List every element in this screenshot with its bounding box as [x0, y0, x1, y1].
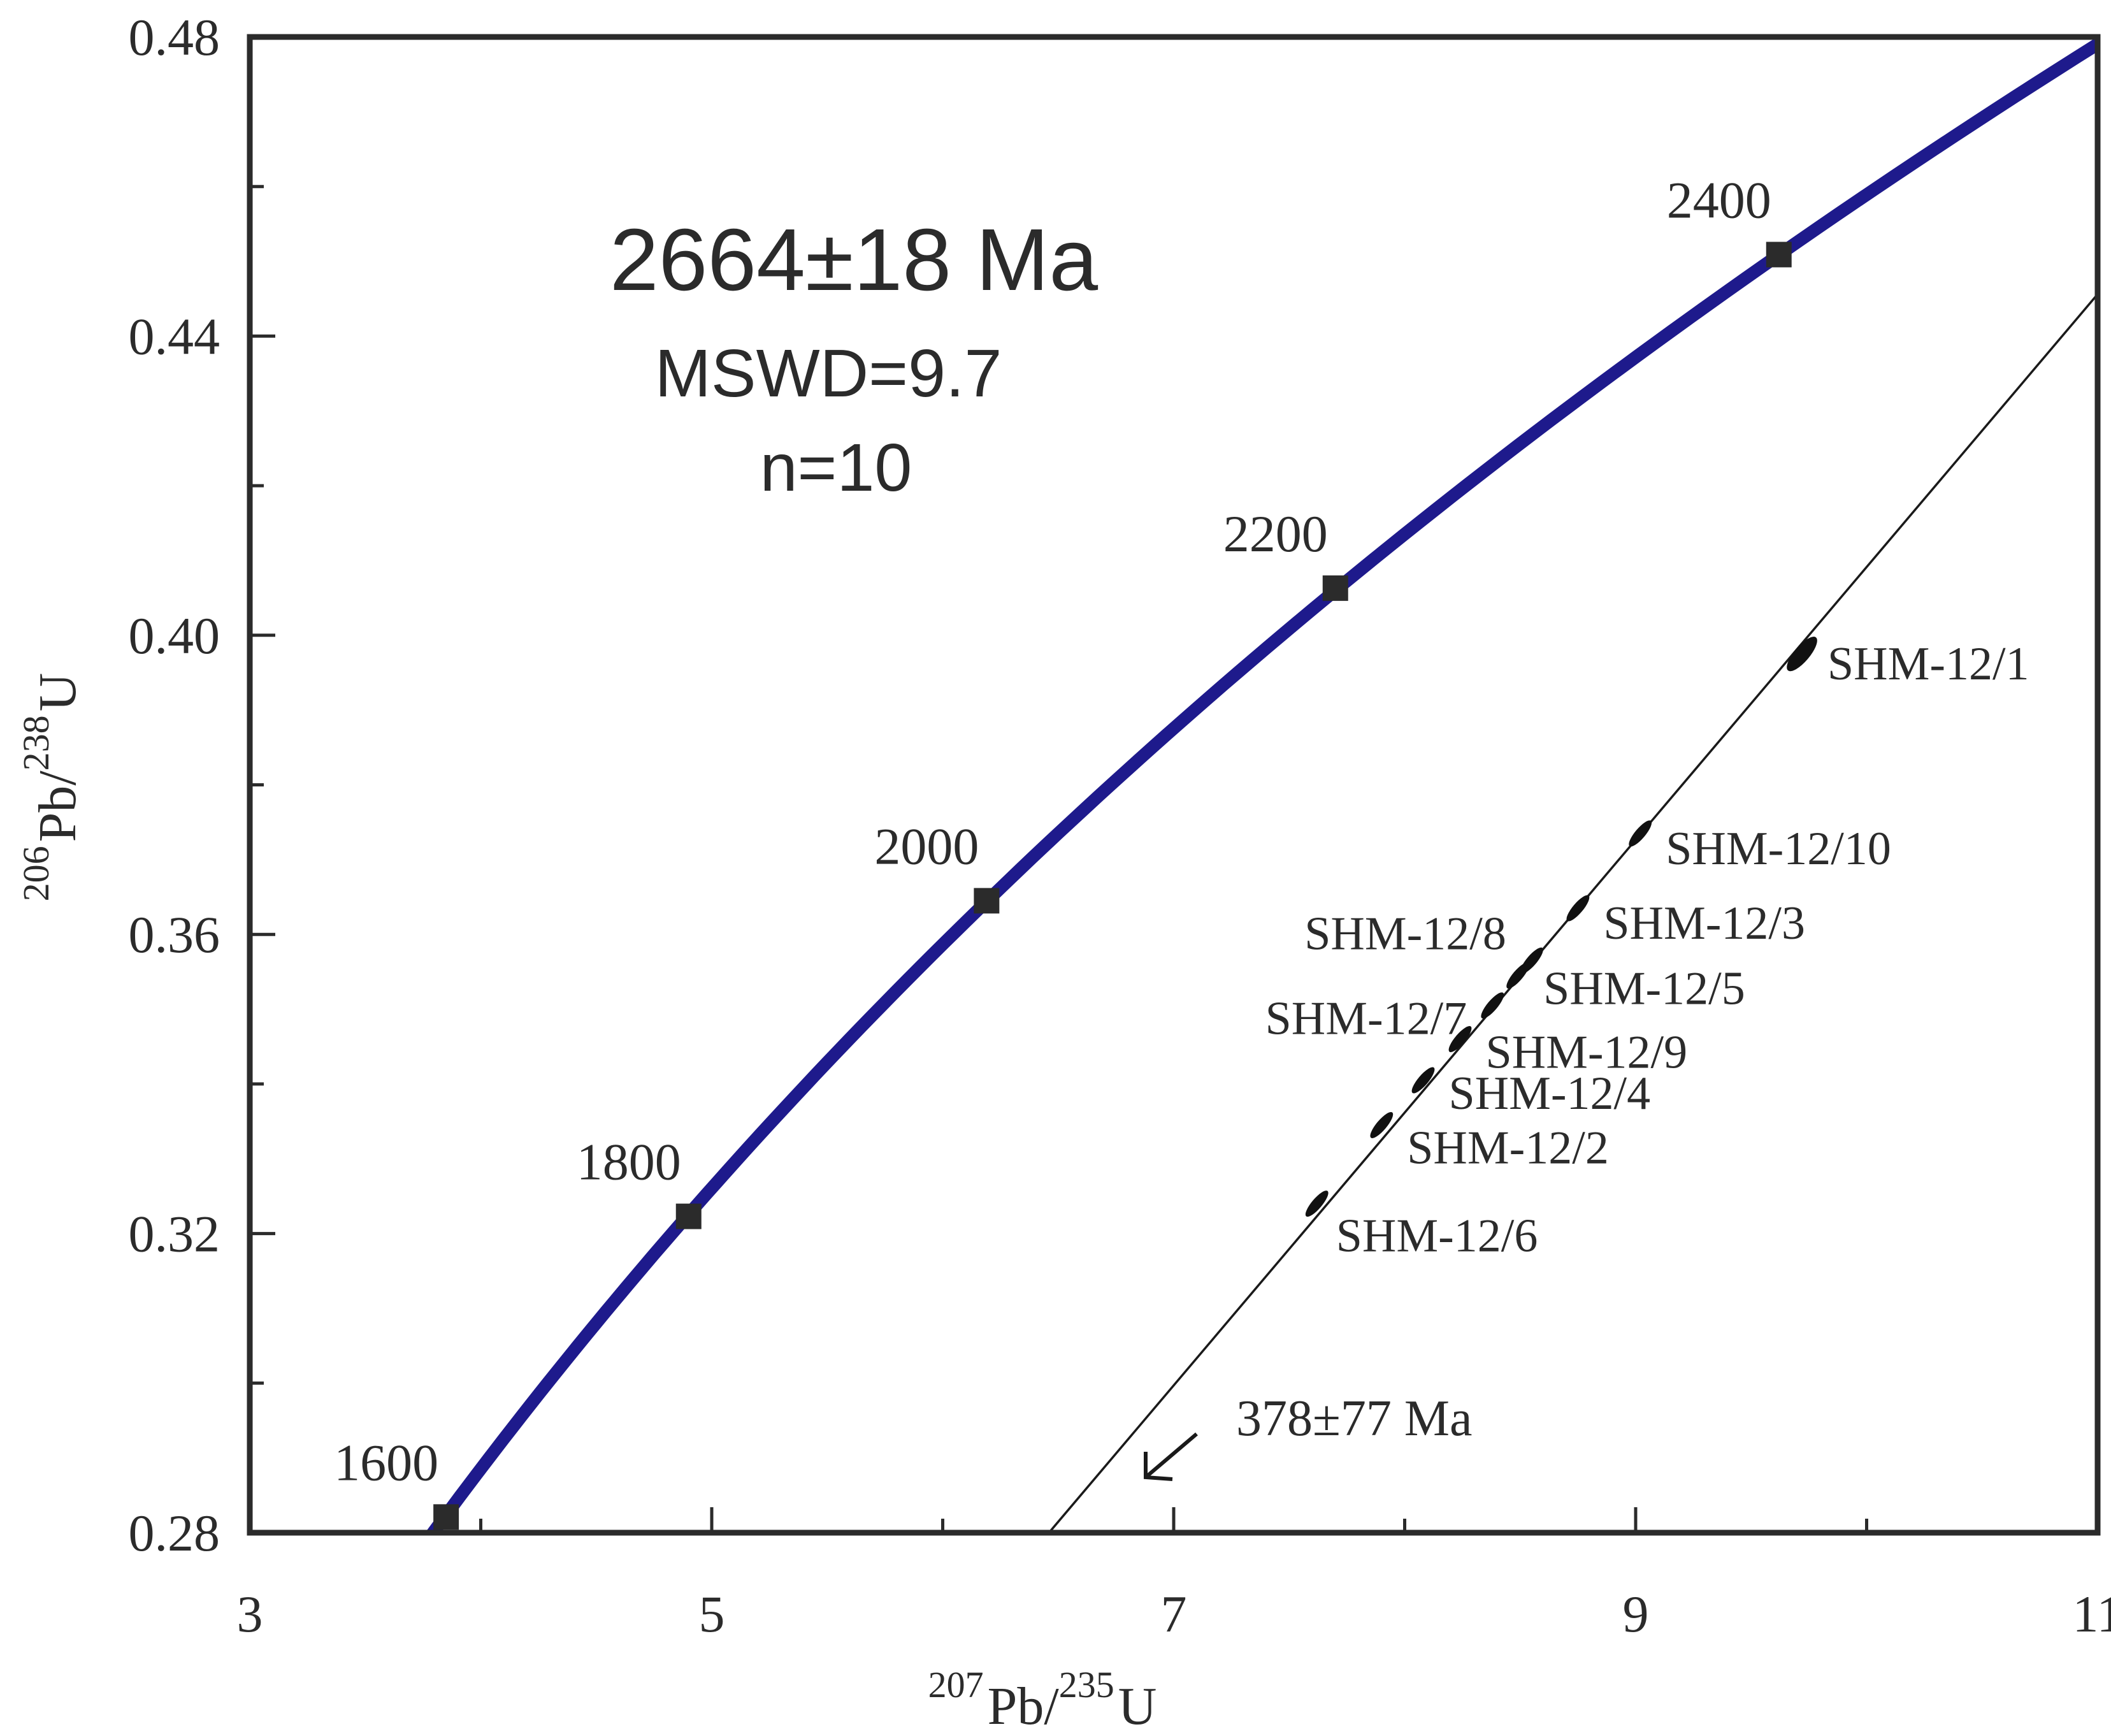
age-annotation: 2664±18 Ma	[610, 211, 1099, 309]
y-tick-label: 0.28	[129, 1504, 220, 1562]
y-tick-label: 0.44	[129, 307, 220, 365]
sample-label: SHM-12/10	[1666, 823, 1891, 875]
sample-ellipse	[1506, 962, 1530, 989]
sample-ellipse	[1305, 1190, 1329, 1217]
y-tick-label: 0.32	[129, 1205, 220, 1263]
y-tick-label: 0.36	[129, 906, 220, 964]
x-tick-labels: 3 5 7 9 11	[237, 1585, 2111, 1643]
age-markers	[433, 242, 1792, 1530]
age-label: 2400	[1667, 171, 1771, 229]
y-tick-label: 0.48	[129, 8, 220, 66]
age-marker	[1766, 242, 1792, 268]
x-tick-label: 3	[237, 1585, 263, 1643]
sample-labels: SHM-12/1 SHM-12/10 SHM-12/3 SHM-12/8 SHM-12/…	[1265, 638, 2029, 1262]
y-axis-label: 206Pb/238U	[15, 673, 87, 902]
sample-ellipse	[1566, 895, 1590, 922]
y-tick-labels: 0.28 0.32 0.36 0.40 0.44 0.48	[129, 8, 220, 1562]
sample-label: SHM-12/7	[1265, 993, 1467, 1045]
age-marker	[675, 1203, 702, 1229]
y-tick-label: 0.40	[129, 607, 220, 665]
x-tick-label: 5	[699, 1585, 725, 1643]
lower-intercept-label: 378±77 Ma	[1236, 1391, 1473, 1447]
sample-label: SHM-12/8	[1304, 908, 1506, 960]
sample-ellipse	[1481, 992, 1504, 1019]
axis-ticks	[248, 35, 2100, 1535]
sample-label: SHM-12/1	[1827, 638, 2029, 690]
n-annotation: n=10	[760, 430, 912, 505]
sample-ellipse	[1370, 1111, 1394, 1138]
x-tick-label: 9	[1623, 1585, 1649, 1643]
x-tick-label: 11	[2073, 1585, 2111, 1643]
age-marker	[974, 888, 1000, 914]
sample-ellipse	[1411, 1067, 1435, 1094]
sample-ellipse	[1787, 637, 1817, 672]
sample-label: SHM-12/2	[1407, 1122, 1609, 1174]
sample-label: SHM-12/4	[1449, 1067, 1651, 1120]
age-label: 1800	[577, 1133, 681, 1191]
x-axis-label: 207Pb/235U	[928, 1664, 1157, 1736]
age-label: 2200	[1223, 505, 1328, 563]
sample-ellipses	[1305, 637, 1817, 1217]
plot-frame	[247, 34, 2101, 1536]
sample-ellipse	[1448, 1026, 1472, 1052]
x-tick-label: 7	[1161, 1585, 1187, 1643]
sample-label: SHM-12/9	[1486, 1026, 1688, 1078]
age-label: 2000	[874, 817, 979, 875]
sample-label: SHM-12/5	[1543, 963, 1745, 1015]
sample-label: SHM-12/3	[1603, 897, 1805, 950]
mswd-annotation: MSWD=9.7	[655, 336, 1002, 411]
sample-ellipse	[1629, 820, 1652, 847]
age-label: 1600	[334, 1433, 438, 1491]
age-labels: 1600 1800 2000 2200 2400	[334, 171, 1771, 1491]
sample-label: SHM-12/6	[1336, 1210, 1538, 1262]
age-marker	[433, 1504, 459, 1530]
age-marker	[1322, 575, 1348, 601]
lower-intercept-arrow	[1144, 1432, 1198, 1481]
